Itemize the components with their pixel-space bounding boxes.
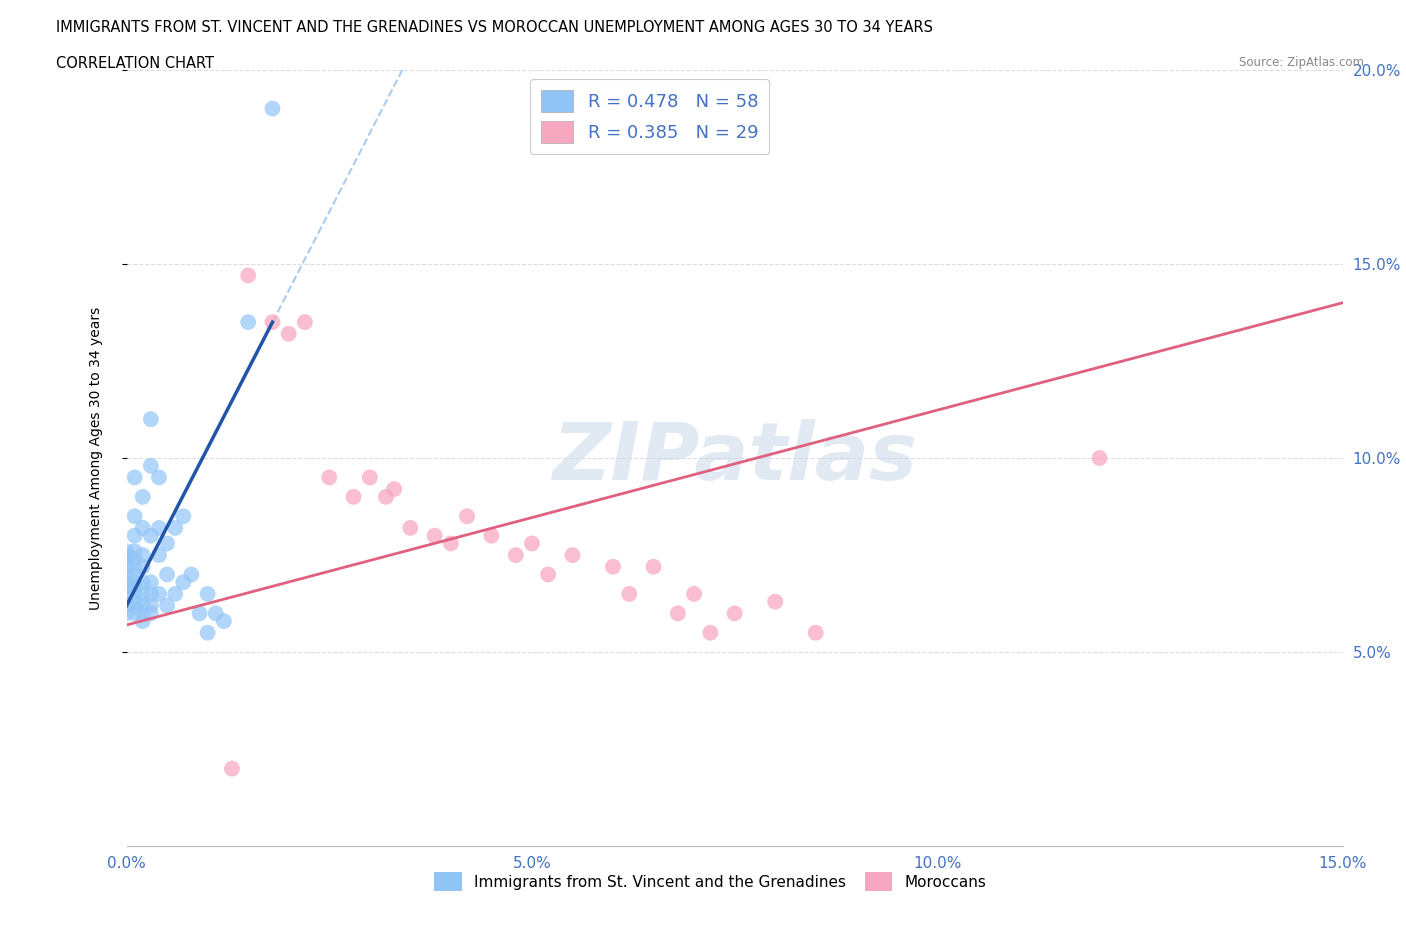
Point: [180, 567, 202, 582]
Point: [124, 509, 146, 524]
Point: [124, 559, 146, 574]
Point: [132, 548, 155, 563]
Point: [156, 598, 179, 613]
Point: [115, 575, 138, 590]
Point: [440, 536, 463, 551]
Point: [115, 567, 138, 582]
Point: [212, 614, 235, 629]
Y-axis label: Unemployment Among Ages 30 to 34 years: Unemployment Among Ages 30 to 34 years: [89, 306, 103, 610]
Point: [619, 587, 641, 602]
Point: [236, 314, 259, 329]
Point: [505, 548, 527, 563]
Point: [139, 575, 162, 590]
Point: [236, 268, 259, 283]
Point: [456, 509, 478, 524]
Point: [359, 470, 381, 485]
Point: [723, 606, 745, 621]
Point: [124, 528, 146, 543]
Point: [375, 489, 398, 504]
Point: [188, 606, 211, 621]
Point: [221, 761, 243, 776]
Point: [139, 528, 162, 543]
Point: [124, 578, 146, 593]
Point: [124, 587, 146, 602]
Point: [132, 489, 155, 504]
Point: [115, 544, 138, 559]
Point: [124, 575, 146, 590]
Point: [139, 598, 162, 613]
Point: [156, 567, 179, 582]
Point: [148, 548, 170, 563]
Point: [115, 551, 138, 566]
Point: [763, 594, 786, 609]
Point: [124, 606, 146, 621]
Point: [139, 458, 162, 473]
Point: [139, 587, 162, 602]
Point: [132, 587, 155, 602]
Point: [561, 548, 583, 563]
Point: [423, 528, 446, 543]
Point: [481, 528, 503, 543]
Point: [115, 559, 138, 574]
Point: [277, 326, 299, 341]
Point: [399, 521, 422, 536]
Text: ZIPatlas: ZIPatlas: [553, 419, 917, 497]
Point: [294, 314, 316, 329]
Point: [197, 587, 219, 602]
Point: [382, 482, 405, 497]
Point: [204, 606, 226, 621]
Point: [148, 587, 170, 602]
Text: Source: ZipAtlas.com: Source: ZipAtlas.com: [1239, 56, 1364, 69]
Point: [132, 521, 155, 536]
Point: [602, 559, 624, 574]
Point: [115, 598, 138, 613]
Point: [165, 587, 187, 602]
Point: [132, 598, 155, 613]
Point: [124, 567, 146, 582]
Point: [132, 575, 155, 590]
Text: IMMIGRANTS FROM ST. VINCENT AND THE GRENADINES VS MOROCCAN UNEMPLOYMENT AMONG AG: IMMIGRANTS FROM ST. VINCENT AND THE GREN…: [56, 20, 934, 35]
Point: [132, 614, 155, 629]
Point: [172, 575, 194, 590]
Point: [124, 594, 146, 609]
Point: [115, 606, 138, 621]
Point: [124, 470, 146, 485]
Point: [172, 509, 194, 524]
Point: [148, 470, 170, 485]
Point: [197, 625, 219, 640]
Point: [318, 470, 340, 485]
Point: [520, 536, 543, 551]
Point: [165, 521, 187, 536]
Point: [262, 314, 284, 329]
Point: [1088, 451, 1111, 466]
Point: [156, 536, 179, 551]
Point: [132, 559, 155, 574]
Point: [124, 598, 146, 613]
Point: [124, 551, 146, 566]
Point: [115, 578, 138, 593]
Point: [139, 412, 162, 427]
Point: [537, 567, 560, 582]
Point: [115, 587, 138, 602]
Point: [148, 521, 170, 536]
Legend: Immigrants from St. Vincent and the Grenadines, Moroccans: Immigrants from St. Vincent and the Gren…: [429, 866, 993, 897]
Text: CORRELATION CHART: CORRELATION CHART: [56, 56, 214, 71]
Point: [342, 489, 364, 504]
Point: [132, 606, 155, 621]
Point: [683, 587, 706, 602]
Point: [124, 544, 146, 559]
Point: [804, 625, 827, 640]
Point: [699, 625, 721, 640]
Point: [666, 606, 689, 621]
Point: [139, 606, 162, 621]
Point: [262, 101, 284, 116]
Point: [115, 548, 138, 563]
Point: [643, 559, 665, 574]
